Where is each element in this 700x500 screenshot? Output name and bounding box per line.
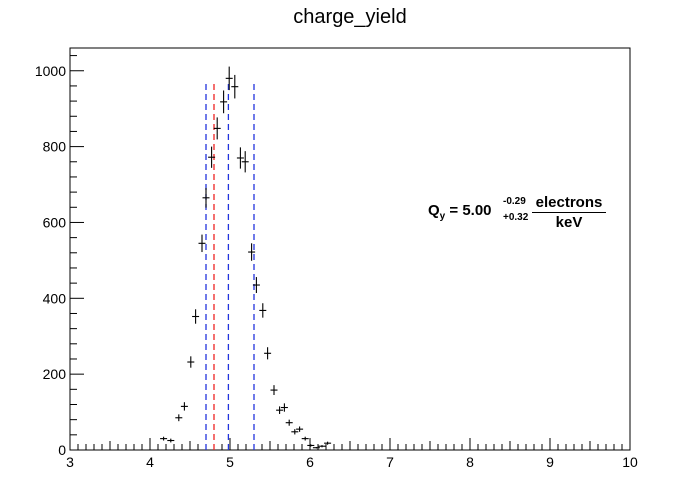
- x-tick-label: 6: [306, 454, 314, 470]
- annotation-unit-denominator: keV: [555, 214, 583, 231]
- annotation-fraction-bar: [532, 212, 606, 213]
- x-tick-label: 8: [466, 454, 474, 470]
- x-tick-label: 4: [146, 454, 154, 470]
- y-tick-label: 0: [58, 442, 66, 458]
- annotation-quantity: Qy = 5.00: [428, 202, 492, 222]
- annotation-unit-numerator: electrons: [535, 194, 603, 211]
- plot-frame: [69, 47, 631, 451]
- y-tick-label: 400: [43, 290, 67, 306]
- x-tick-label: 5: [226, 454, 234, 470]
- annotation-upper-uncertainty: -0.29: [503, 196, 526, 207]
- annotation-lower-uncertainty: +0.32: [503, 212, 529, 223]
- annotation-value: = 5.00: [445, 202, 492, 219]
- charge-yield-annotation: Qy = 5.00 -0.29 +0.32 electrons keV: [428, 192, 628, 234]
- y-tick-label: 600: [43, 214, 67, 230]
- x-tick-label: 9: [546, 454, 554, 470]
- annotation-quantity-subscript: y: [439, 211, 446, 222]
- chart-title: charge_yield: [293, 6, 407, 28]
- x-tick-label: 7: [386, 454, 394, 470]
- y-tick-label: 1000: [35, 63, 66, 79]
- y-tick-label: 800: [43, 139, 67, 155]
- x-tick-label: 3: [66, 454, 74, 470]
- y-tick-label: 200: [43, 366, 67, 382]
- x-tick-label: 10: [622, 454, 638, 470]
